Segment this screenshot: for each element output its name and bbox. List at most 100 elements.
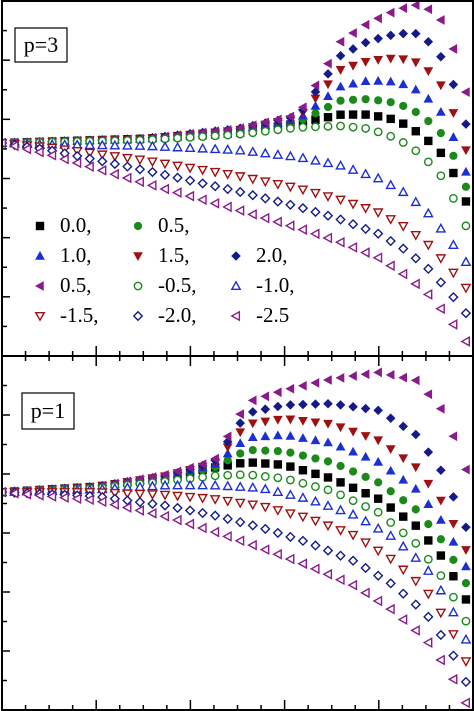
data-point [448, 268, 459, 279]
data-point [336, 96, 345, 105]
data-point [385, 76, 396, 86]
legend-item: -2.5 [230, 303, 289, 327]
legend-label: 0.5, [158, 213, 190, 237]
data-point [209, 181, 221, 192]
data-point [335, 81, 346, 91]
data-point [335, 36, 345, 47]
data-point [322, 500, 334, 510]
data-point [373, 112, 383, 121]
data-point [272, 387, 282, 398]
data-point [209, 167, 221, 178]
data-point [234, 205, 245, 216]
data-point [172, 491, 183, 502]
data-point [348, 44, 358, 54]
data-point [134, 155, 146, 166]
data-point [385, 530, 397, 540]
data-point [96, 150, 108, 161]
data-point [448, 536, 459, 546]
data-point [159, 469, 169, 480]
data-point [185, 132, 195, 142]
data-point [159, 500, 171, 511]
data-point [461, 182, 471, 191]
data-point [423, 157, 433, 167]
data-point [298, 122, 308, 132]
data-point [311, 482, 320, 491]
data-point [323, 69, 333, 79]
data-point [247, 395, 257, 406]
data-point [322, 232, 333, 244]
data-point [310, 418, 321, 428]
legend-label: -1.0, [256, 273, 295, 297]
data-point [348, 467, 358, 476]
data-point [172, 479, 183, 490]
data-point [209, 526, 220, 538]
data-point [411, 146, 421, 156]
data-point [448, 606, 459, 617]
legend-label: -2.0, [158, 303, 197, 327]
data-point [284, 553, 295, 565]
data-point [410, 552, 422, 562]
data-point [423, 263, 434, 275]
data-point [386, 503, 395, 512]
data-point [335, 372, 345, 383]
data-point [121, 153, 133, 164]
plot-frame [1, 355, 474, 711]
data-point [209, 479, 221, 490]
data-point [134, 176, 144, 188]
data-point [385, 235, 396, 247]
data-point [399, 101, 408, 111]
data-point [159, 479, 171, 490]
data-point [334, 574, 345, 586]
data-point [260, 126, 270, 136]
data-point [410, 58, 421, 68]
data-point [248, 446, 257, 455]
data-point [460, 464, 470, 475]
data-point [247, 539, 257, 551]
data-point [184, 190, 195, 202]
data-point [310, 399, 321, 409]
data-point [172, 172, 183, 183]
legend-item: 2.0, [231, 243, 288, 267]
data-point [21, 488, 32, 500]
data-point [248, 458, 257, 467]
data-point [397, 614, 408, 625]
data-point [322, 58, 332, 69]
data-point [222, 201, 232, 213]
data-point [272, 149, 284, 159]
legend-item: -1.5, [34, 303, 99, 327]
data-point [385, 603, 395, 615]
data-point [399, 512, 408, 521]
panel-label: p=1 [31, 398, 65, 423]
data-point [184, 142, 196, 153]
data-point [259, 177, 271, 188]
data-point [461, 546, 471, 555]
data-point [461, 119, 471, 129]
data-point [373, 405, 383, 416]
data-point [285, 199, 296, 210]
data-point [435, 496, 446, 506]
data-point [71, 157, 82, 169]
data-point [448, 592, 458, 602]
data-point [298, 451, 308, 460]
data-point [372, 546, 384, 557]
data-point [247, 174, 259, 185]
data-point [222, 496, 234, 507]
legend-label: 0.0, [60, 213, 92, 237]
data-point [436, 551, 446, 560]
data-point [235, 516, 246, 528]
data-point [260, 391, 270, 402]
data-point [435, 608, 447, 619]
panel-label-box [14, 27, 68, 63]
data-point [159, 510, 170, 522]
data-point [297, 492, 309, 502]
data-point [373, 55, 384, 65]
data-point [435, 403, 445, 414]
data-point [310, 80, 320, 91]
data-point [59, 492, 69, 503]
data-point [423, 447, 434, 457]
data-point [423, 67, 434, 77]
data-point [373, 13, 382, 24]
data-point [247, 146, 259, 156]
data-point [335, 195, 346, 206]
data-point [84, 148, 96, 159]
